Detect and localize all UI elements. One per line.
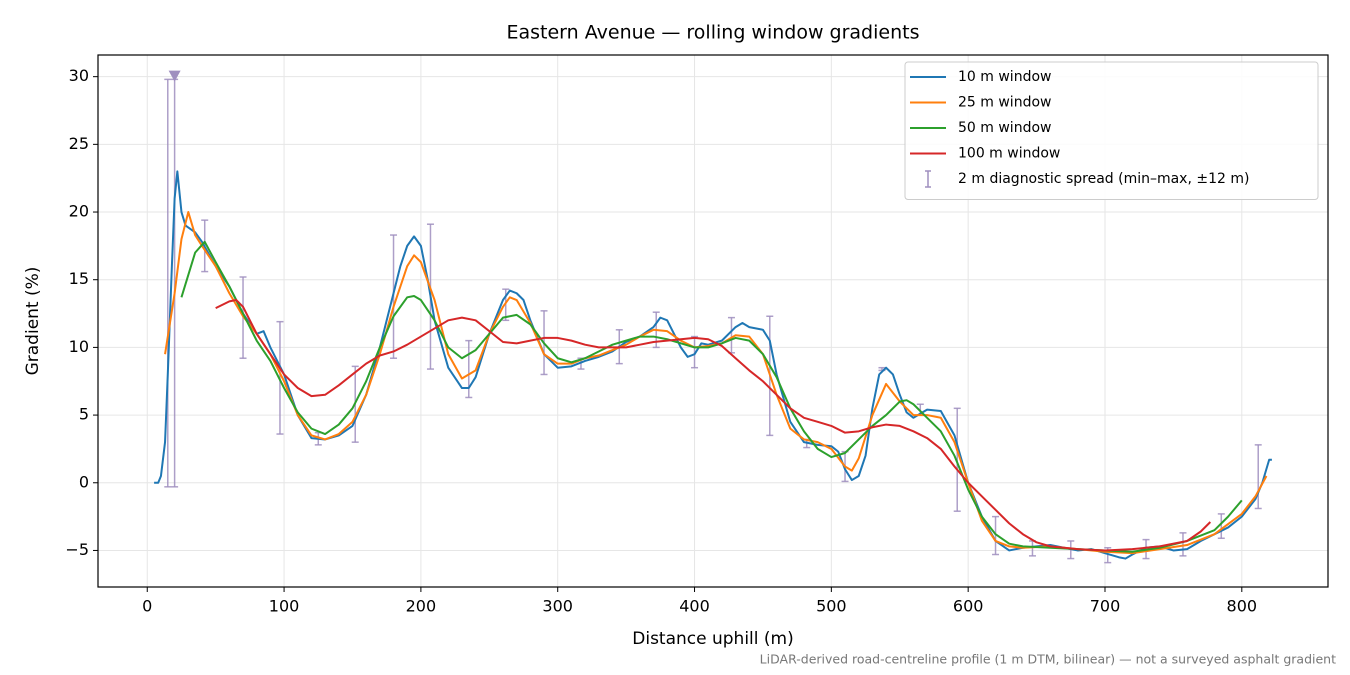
footnote: LiDAR-derived road-centreline profile (1… (760, 652, 1336, 667)
clip-marker (168, 70, 181, 82)
error-bar (992, 515, 1000, 556)
legend-label: 10 m window (958, 69, 1051, 85)
y-tick-label: 10 (69, 337, 89, 356)
line-series (164, 211, 1268, 555)
legend-label: 25 m window (958, 95, 1051, 111)
line-series (180, 240, 1243, 553)
y-tick-label: 5 (79, 405, 89, 424)
y-tick-label: 25 (69, 134, 89, 153)
y-tick-label: −5 (65, 540, 89, 559)
x-tick-label: 0 (142, 597, 152, 616)
x-axis-label: Distance uphill (m) (632, 629, 793, 649)
line-series (215, 299, 1212, 552)
x-tick-label: 100 (269, 597, 300, 616)
line-series (154, 170, 1272, 560)
legend-box (904, 61, 1319, 200)
x-tick-label: 700 (1090, 597, 1121, 616)
error-bar (1217, 513, 1225, 540)
plot-area (154, 78, 1272, 564)
x-tick-label: 300 (542, 597, 573, 616)
y-tick-label: 0 (79, 472, 89, 491)
y-tick-label: 30 (69, 66, 89, 85)
x-tick-label: 600 (953, 597, 984, 616)
legend-label: 100 m window (958, 146, 1060, 162)
y-axis-label: Gradient (%) (23, 267, 43, 376)
error-bar (1179, 532, 1187, 557)
error-bar (502, 288, 510, 322)
error-bar (691, 335, 699, 369)
x-tick-label: 200 (406, 597, 437, 616)
chart-title: Eastern Avenue — rolling window gradient… (507, 22, 920, 44)
error-bar (953, 407, 961, 512)
error-bar (164, 78, 172, 488)
error-bar (1254, 444, 1262, 510)
x-tick-label: 500 (816, 597, 847, 616)
legend-label: 50 m window (958, 120, 1051, 136)
x-tick-label: 800 (1227, 597, 1258, 616)
y-tick-label: 15 (69, 269, 89, 288)
legend-label: 2 m diagnostic spread (min–max, ±12 m) (958, 171, 1249, 187)
error-bar (1028, 540, 1036, 557)
y-tick-label: 20 (69, 202, 89, 221)
x-tick-label: 400 (679, 597, 710, 616)
legend: 10 m window 25 m window 50 m window 100 m w… (904, 61, 1319, 200)
plot-frame (97, 54, 1329, 588)
